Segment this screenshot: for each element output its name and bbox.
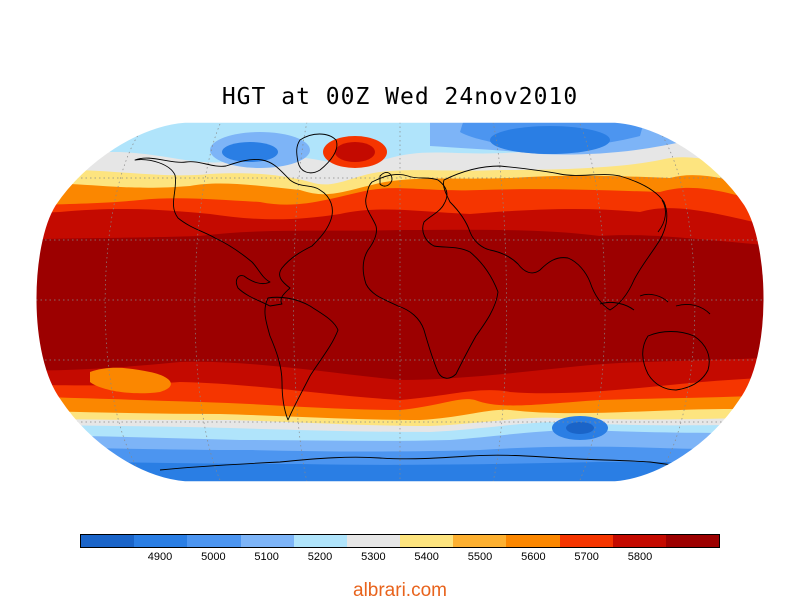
colorbar-swatch [506, 535, 560, 547]
colorbar-swatch [240, 535, 294, 547]
coast-south-america [264, 296, 339, 421]
watermark-text: albrari.com [353, 580, 447, 601]
colorbar-tick-label: 5300 [361, 551, 386, 563]
field-low-southern-ocean-core [566, 422, 594, 434]
colorbar-swatch [187, 535, 241, 547]
graticule [35, 122, 765, 482]
coast-japan [657, 199, 666, 233]
colorbar-swatch [346, 535, 401, 547]
field-high-atlantic-core [335, 142, 375, 162]
colorbar-tick-label: 5200 [307, 551, 333, 563]
coast-australia [642, 331, 710, 391]
field-low-greenland-core [222, 142, 278, 162]
coast-greenland [296, 133, 338, 174]
colorbar-swatch [400, 535, 454, 547]
coast-north-america [134, 157, 333, 307]
field-4900-south [35, 460, 765, 482]
field-trough-south-america [90, 367, 171, 394]
coast-uk [379, 172, 393, 187]
colorbar-swatch [81, 535, 135, 547]
height-field [35, 122, 765, 482]
colorbar-swatch [665, 535, 720, 547]
coast-antarctica [159, 454, 681, 471]
colorbar [80, 534, 720, 548]
field-low-siberia [490, 126, 610, 154]
colorbar-tick-label: 5500 [467, 551, 493, 563]
coast-europe-africa [362, 173, 499, 379]
coast-asia [443, 165, 668, 311]
map-border [35, 121, 765, 483]
colorbar-tick-label: 5400 [414, 551, 439, 563]
colorbar-swatch [559, 535, 613, 547]
colorbar-swatch [293, 535, 347, 547]
colorbar-swatch [134, 535, 188, 547]
coastlines [134, 133, 711, 471]
coast-indonesia [599, 293, 711, 315]
colorbar-tick-label: 5100 [254, 551, 279, 563]
colorbar-swatch [453, 535, 507, 547]
colorbar-tick-label: 5600 [521, 551, 546, 563]
colorbar-tick-label: 5000 [201, 551, 226, 563]
colorbar-tick-label: 5800 [627, 551, 653, 563]
colorbar-tick-label: 5700 [574, 551, 599, 563]
colorbar-swatch [612, 535, 666, 547]
page-title: HGT at 00Z Wed 24nov2010 [221, 84, 579, 110]
colorbar-tick-label: 4900 [147, 551, 173, 563]
